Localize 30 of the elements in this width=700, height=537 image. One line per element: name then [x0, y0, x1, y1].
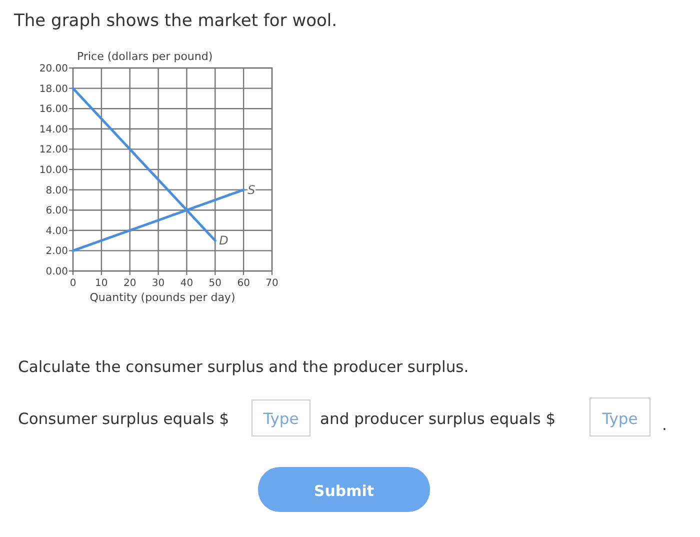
text: .: [662, 416, 667, 434]
y-tick-label: 6.00: [46, 206, 68, 217]
x-tick-label: 50: [208, 278, 222, 289]
x-tick-label: 30: [152, 278, 165, 289]
x-tick-label: 70: [266, 278, 278, 289]
y-tick-label: 8.00: [46, 185, 68, 196]
y-tick-label: 16.00: [39, 104, 68, 116]
x-tick-label: 60: [237, 278, 250, 289]
x-axis-title: Quantity (pounds per day): [90, 291, 236, 304]
y-tick-label: 18.00: [39, 84, 68, 95]
y-tick-label: 2.00: [46, 246, 68, 258]
text: Consumer surplus equals $: [18, 410, 230, 428]
y-tick-label: 4.00: [46, 226, 68, 237]
x-tick-label: 0: [70, 278, 76, 289]
text: and producer surplus equals $: [320, 410, 556, 428]
y-axis-title: Price (dollars per pound): [77, 50, 213, 63]
y-tick-label: 12.00: [39, 144, 68, 156]
y-tick-label: 20.00: [39, 64, 68, 74]
y-tick-label: 0.00: [46, 266, 68, 278]
text: Calculate the consumer surplus and the producer surplus.: [18, 358, 469, 376]
x-tick-label: 40: [180, 278, 194, 289]
y-tick-label: 10.00: [39, 165, 68, 176]
series-label: D: [219, 234, 228, 248]
text: Submit: [314, 482, 374, 500]
y-tick-label: 14.00: [39, 124, 68, 136]
chart-title: The graph shows the market for wool.: [13, 11, 338, 31]
text: Type: [262, 410, 299, 428]
text: Type: [601, 410, 638, 428]
x-tick-label: 20: [123, 278, 136, 289]
x-tick-label: 10: [95, 278, 108, 289]
